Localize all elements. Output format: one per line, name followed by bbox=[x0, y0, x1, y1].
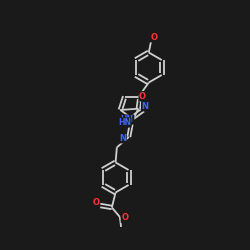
Text: O: O bbox=[139, 92, 146, 101]
Text: O: O bbox=[121, 213, 128, 222]
Text: O: O bbox=[92, 198, 100, 207]
Text: O: O bbox=[150, 33, 157, 42]
Text: HN: HN bbox=[121, 115, 134, 124]
Text: HN: HN bbox=[118, 118, 131, 127]
Text: N: N bbox=[119, 134, 126, 143]
Text: N: N bbox=[142, 102, 149, 111]
